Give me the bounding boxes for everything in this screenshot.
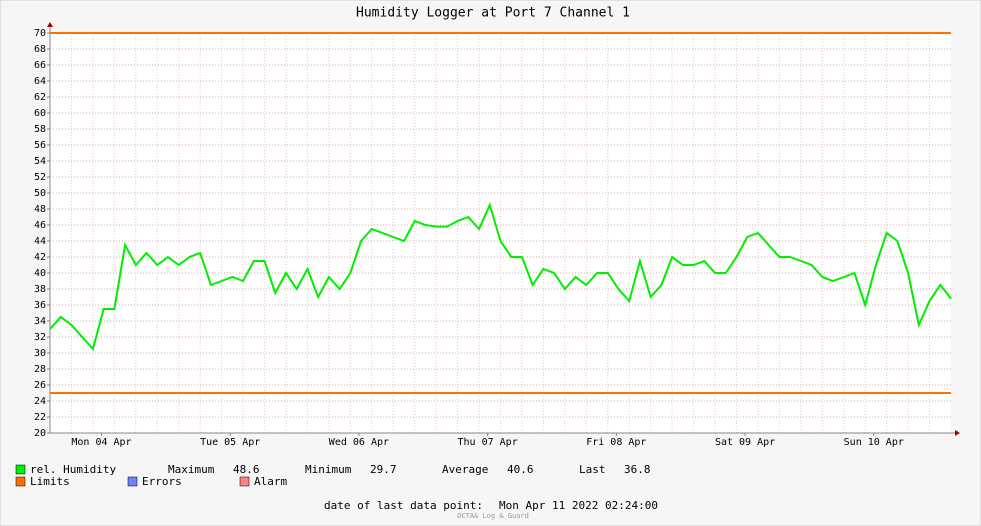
y-tick-label: 56: [34, 140, 46, 151]
footer-value: Mon Apr 11 2022 02:24:00: [499, 499, 658, 512]
y-tick-label: 28: [34, 364, 46, 375]
data-line: [49, 202, 952, 352]
stat-value: 40.6: [507, 463, 534, 476]
legend-label: Errors: [142, 475, 182, 488]
x-tick-label: Sat 09 Apr: [715, 437, 775, 448]
x-tick-label: Wed 06 Apr: [329, 437, 389, 448]
x-arrow: [955, 430, 960, 436]
x-tick-label: Sun 10 Apr: [844, 437, 904, 448]
y-tick-label: 52: [34, 172, 46, 183]
y-tick-label: 70: [34, 28, 46, 39]
stat-label: Average: [442, 463, 488, 476]
y-tick-label: 62: [34, 92, 46, 103]
stat-value: 48.6: [233, 463, 260, 476]
y-tick-label: 44: [34, 236, 46, 247]
stat-value: 29.7: [370, 463, 397, 476]
y-tick-label: 64: [34, 76, 46, 87]
legend-label: rel. Humidity: [30, 463, 116, 476]
y-tick-label: 38: [34, 284, 46, 295]
legend-label: Alarm: [254, 475, 287, 488]
y-tick-label: 20: [34, 428, 46, 439]
y-tick-label: 68: [34, 44, 46, 55]
y-tick-label: 24: [34, 396, 46, 407]
y-tick-label: 32: [34, 332, 46, 343]
y-tick-label: 22: [34, 412, 46, 423]
x-tick-label: Mon 04 Apr: [71, 437, 131, 448]
stat-label: Minimum: [305, 463, 352, 476]
chart-title: Humidity Logger at Port 7 Channel 1: [356, 6, 630, 21]
y-tick-label: 66: [34, 60, 46, 71]
y-tick-label: 46: [34, 220, 46, 231]
y-tick-label: 30: [34, 348, 46, 359]
y-tick-label: 60: [34, 108, 46, 119]
y-tick-label: 40: [34, 268, 46, 279]
y-tick-label: 26: [34, 380, 46, 391]
x-tick-label: Fri 08 Apr: [586, 437, 646, 448]
legend-swatch: [15, 464, 26, 475]
y-tick-label: 36: [34, 300, 46, 311]
y-tick-label: 50: [34, 188, 46, 199]
footer-label: date of last data point:: [324, 499, 483, 512]
y-arrow: [47, 22, 53, 27]
x-tick-label: Tue 05 Apr: [200, 437, 260, 448]
y-tick-label: 34: [34, 316, 46, 327]
y-tick-label: 58: [34, 124, 46, 135]
legend-swatch: [239, 476, 250, 487]
legend-label: Limits: [30, 475, 70, 488]
y-tick-label: 54: [34, 156, 46, 167]
y-tick-label: 48: [34, 204, 46, 215]
watermark: OCTA& Log & Guard: [457, 512, 529, 520]
legend-swatch: [15, 476, 26, 487]
legend-swatch: [127, 476, 138, 487]
x-tick-label: Thu 07 Apr: [458, 437, 518, 448]
stat-label: Maximum: [168, 463, 215, 476]
stat-value: 36.8: [624, 463, 651, 476]
y-tick-label: 42: [34, 252, 46, 263]
stat-label: Last: [579, 463, 606, 476]
